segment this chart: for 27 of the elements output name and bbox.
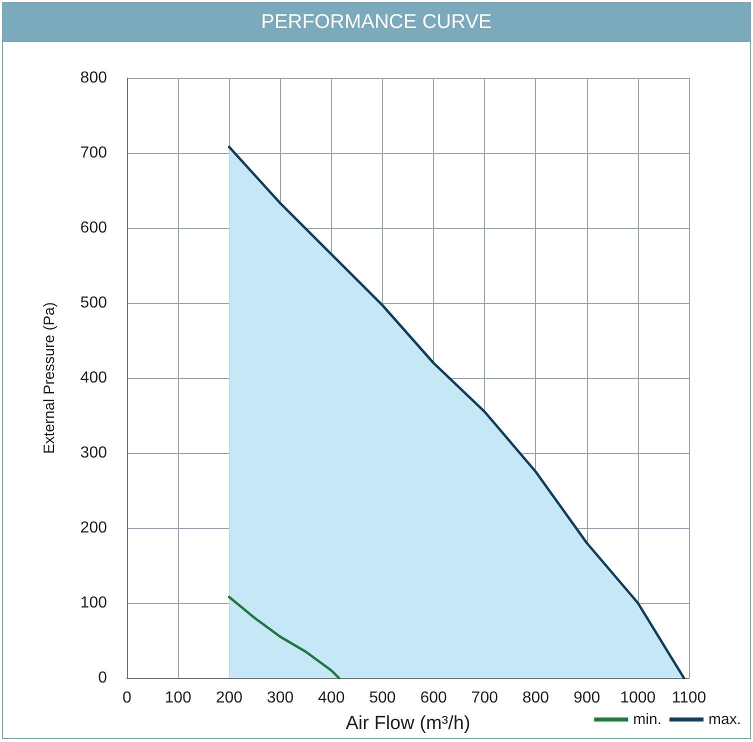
y-axis-title: External Pressure (Pa) xyxy=(41,302,58,454)
y-tick-label: 800 xyxy=(80,70,108,86)
x-tick-label: 200 xyxy=(216,690,243,706)
legend-label: max. xyxy=(708,711,742,728)
y-tick-label: 700 xyxy=(80,144,108,162)
x-tick-label: 800 xyxy=(522,690,550,706)
x-tick-label: 500 xyxy=(369,690,396,706)
y-tick-label: 0 xyxy=(98,670,108,686)
x-tick-label: 1000 xyxy=(620,690,656,706)
x-tick-label: 700 xyxy=(471,690,498,706)
y-tick-label: 100 xyxy=(80,594,108,612)
x-axis-title: Air Flow (m³/h) xyxy=(346,713,470,734)
y-tick-label: 600 xyxy=(80,220,108,236)
x-tick-label: 400 xyxy=(318,690,345,706)
x-tick-label: 900 xyxy=(573,690,600,706)
y-tick-label: 500 xyxy=(80,294,108,312)
x-tick-label: 100 xyxy=(164,690,192,706)
x-tick-label: 1100 xyxy=(672,690,706,706)
line-series xyxy=(228,596,340,680)
y-tick-label: 400 xyxy=(80,370,108,386)
x-tick-label: 600 xyxy=(420,690,447,706)
x-tick-label: 300 xyxy=(266,690,294,706)
y-tick-label: 300 xyxy=(80,444,108,462)
chart-title: PERFORMANCE CURVE xyxy=(3,2,750,42)
y-tick-label: 200 xyxy=(80,520,108,536)
x-tick-label: 0 xyxy=(122,690,132,706)
legend-label: min. xyxy=(633,711,662,728)
